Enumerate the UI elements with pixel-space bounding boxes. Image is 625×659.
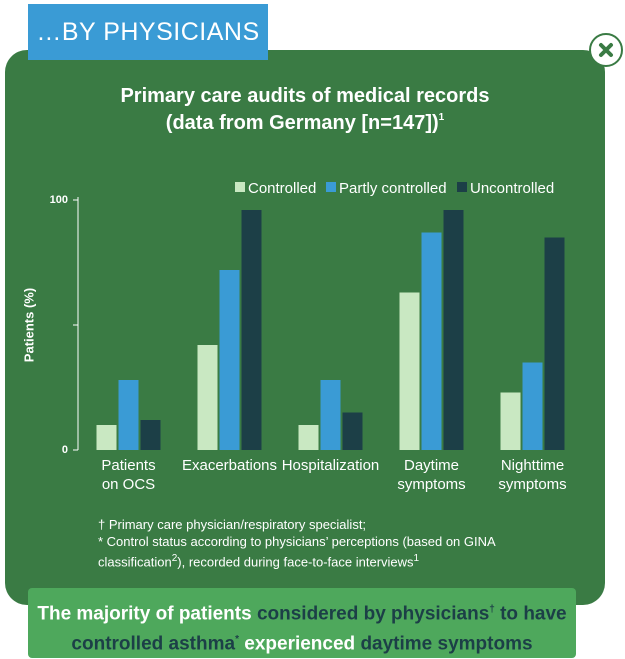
close-button[interactable] xyxy=(589,33,623,67)
footnote-line: classification2), recorded during face-t… xyxy=(98,550,496,570)
footnote-text: † Primary care physician/respiratory spe… xyxy=(98,517,367,532)
bar xyxy=(500,392,521,450)
legend-swatch xyxy=(235,182,245,192)
bar xyxy=(421,232,442,450)
footnote-text: 1 xyxy=(413,553,420,564)
x-tick-label: Nighttime xyxy=(501,457,564,474)
legend-swatch xyxy=(326,182,336,192)
bar xyxy=(140,420,161,450)
x-tick-label: Daytime xyxy=(404,457,459,474)
bar xyxy=(443,210,464,450)
x-tick-label: symptoms xyxy=(498,476,566,493)
bar xyxy=(298,425,319,450)
legend-label: Uncontrolled xyxy=(470,180,554,197)
bar xyxy=(241,210,262,450)
banner-line: The majority of patients considered by p… xyxy=(28,597,576,627)
y-tick-label: 100 xyxy=(50,194,68,206)
footnotes: † Primary care physician/respiratory spe… xyxy=(98,516,496,570)
footnote-text: * Control status according to physicians… xyxy=(98,534,496,549)
legend-label: Partly controlled xyxy=(339,180,447,197)
bar xyxy=(399,292,420,450)
bar xyxy=(96,425,117,450)
banner-text: The majority of patients xyxy=(37,603,257,625)
bar xyxy=(342,412,363,450)
y-tick-label: 0 xyxy=(62,444,68,456)
banner-text: considered by physicians xyxy=(256,603,490,625)
title-sup: 1 xyxy=(439,112,445,123)
x-tick-label: on OCS xyxy=(102,476,155,493)
bar xyxy=(118,380,139,450)
title-line: Primary care audits of medical records xyxy=(120,85,489,107)
bar xyxy=(320,380,341,450)
banner-line: controlled asthma* experienced daytime s… xyxy=(28,627,576,657)
x-tick-label: Hospitalization xyxy=(282,457,380,474)
banner-text: daytime symptoms xyxy=(360,633,533,655)
x-tick-label: Patients xyxy=(101,457,155,474)
banner-text: experienced xyxy=(238,633,361,655)
close-icon xyxy=(599,43,613,57)
chart: Primary care audits of medical records (d… xyxy=(21,85,566,493)
footnote-line: * Control status according to physicians… xyxy=(98,533,496,550)
footnote-text: classification xyxy=(98,554,172,570)
bar xyxy=(219,270,240,450)
bar xyxy=(197,345,218,450)
bar xyxy=(544,237,565,450)
banner-text: to have xyxy=(494,603,567,625)
x-tick-label: symptoms xyxy=(397,476,465,493)
chart-title: (data from Germany [n=147])1 xyxy=(166,112,445,135)
legend-swatch xyxy=(457,182,467,192)
banner: The majority of patients considered by p… xyxy=(28,588,576,658)
chart-title: Primary care audits of medical records xyxy=(120,85,489,107)
footnote-text: ), recorded during face-to-face intervie… xyxy=(177,554,414,570)
legend-label: Controlled xyxy=(248,180,316,197)
footnote-line: † Primary care physician/respiratory spe… xyxy=(98,516,496,533)
title-line: (data from Germany [n=147]) xyxy=(166,112,439,134)
panel xyxy=(5,50,605,605)
banner-text: controlled asthma xyxy=(71,633,236,655)
banner-text: † xyxy=(489,604,495,615)
banner-text: * xyxy=(235,634,239,646)
x-tick-label: Exacerbations xyxy=(182,457,277,474)
header: …BY PHYSICIANS xyxy=(28,4,268,60)
bar xyxy=(522,362,543,450)
y-axis-label: Patients (%) xyxy=(21,288,36,362)
footnote-text: 2 xyxy=(171,553,178,564)
